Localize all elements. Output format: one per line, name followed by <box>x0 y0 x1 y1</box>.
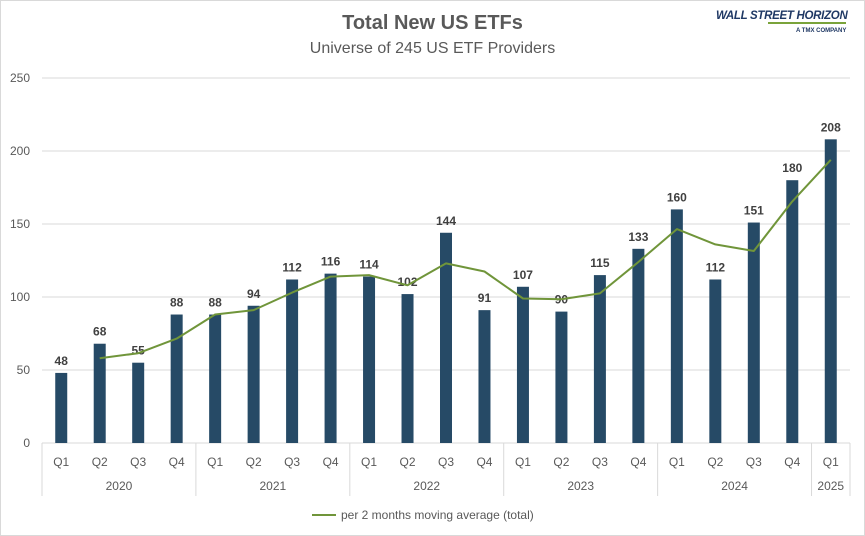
bar <box>786 180 799 443</box>
moving-average-line <box>99 159 832 360</box>
x-tick-label: Q1 <box>361 455 377 469</box>
data-label: 114 <box>359 258 379 272</box>
x-tick-label: Q2 <box>246 455 262 469</box>
data-label: 68 <box>93 325 107 339</box>
y-tick-label: 50 <box>17 363 31 377</box>
x-tick-label: Q4 <box>323 455 339 469</box>
bar <box>632 248 645 443</box>
bar <box>709 279 722 443</box>
data-label: 107 <box>513 268 533 282</box>
data-label: 88 <box>208 296 222 310</box>
bar <box>55 372 68 443</box>
x-tick-label: Q4 <box>476 455 492 469</box>
data-label: 112 <box>282 260 302 274</box>
x-tick-label: Q4 <box>784 455 800 469</box>
logo-name-text: WALL STREET HORIZON <box>716 10 848 22</box>
bar <box>324 273 337 443</box>
bar <box>132 362 145 443</box>
y-tick-label: 150 <box>10 217 30 231</box>
data-label: 208 <box>821 120 841 134</box>
wall-street-horizon-logo: WALL STREET HORIZON A TMX COMPANY <box>716 10 856 52</box>
x-tick-label: Q1 <box>823 455 839 469</box>
chart-title: Total New US ETFs <box>342 12 523 34</box>
data-label: 115 <box>590 256 610 270</box>
data-label: 151 <box>744 204 764 218</box>
x-tick-label: Q2 <box>400 455 416 469</box>
bar <box>555 311 568 443</box>
chart-subtitle: Universe of 245 US ETF Providers <box>309 40 556 57</box>
x-tick-label: Q2 <box>707 455 723 469</box>
bar <box>247 305 260 443</box>
logo-swoosh <box>768 22 846 24</box>
x-tick-label: Q3 <box>592 455 608 469</box>
bar <box>516 286 529 443</box>
year-label: 2022 <box>413 479 440 493</box>
data-label: 133 <box>628 230 648 244</box>
bar <box>593 275 606 443</box>
x-tick-label: Q3 <box>438 455 454 469</box>
bar <box>670 209 683 443</box>
x-tick-label: Q2 <box>553 455 569 469</box>
bar <box>363 276 376 443</box>
data-label: 160 <box>667 190 687 204</box>
year-label: 2023 <box>567 479 594 493</box>
bar <box>747 222 760 443</box>
data-label: 48 <box>55 354 69 368</box>
bar <box>401 294 414 443</box>
bar <box>209 314 222 443</box>
bar <box>440 232 452 443</box>
y-tick-label: 200 <box>10 144 30 158</box>
x-tick-label: Q4 <box>169 455 185 469</box>
x-tick-label: Q1 <box>53 455 69 469</box>
y-tick-label: 250 <box>10 71 30 85</box>
data-label: 116 <box>321 255 341 269</box>
y-tick-label: 100 <box>10 290 30 304</box>
x-tick-label: Q1 <box>669 455 685 469</box>
logo-company-text: A TMX COMPANY <box>796 28 847 34</box>
x-tick-label: Q2 <box>92 455 108 469</box>
bar <box>93 343 106 443</box>
bar <box>478 310 491 443</box>
data-label: 144 <box>436 214 456 228</box>
bar <box>824 139 837 443</box>
data-label: 94 <box>247 287 261 301</box>
y-tick-label: 0 <box>23 436 30 450</box>
x-tick-label: Q1 <box>207 455 223 469</box>
bar <box>286 279 299 443</box>
x-tick-label: Q1 <box>515 455 531 469</box>
year-label: 2020 <box>106 479 133 493</box>
data-label: 180 <box>782 161 802 175</box>
year-label: 2025 <box>817 479 844 493</box>
data-label: 112 <box>706 260 726 274</box>
data-label: 102 <box>398 275 418 289</box>
bar <box>170 314 183 443</box>
x-tick-label: Q4 <box>630 455 646 469</box>
x-tick-label: Q3 <box>284 455 300 469</box>
x-tick-label: Q3 <box>746 455 762 469</box>
legend-label: per 2 months moving average (total) <box>341 508 534 522</box>
year-label: 2021 <box>260 479 287 493</box>
data-label: 88 <box>170 296 184 310</box>
year-label: 2024 <box>721 479 748 493</box>
data-label: 91 <box>478 291 492 305</box>
x-tick-label: Q3 <box>130 455 146 469</box>
